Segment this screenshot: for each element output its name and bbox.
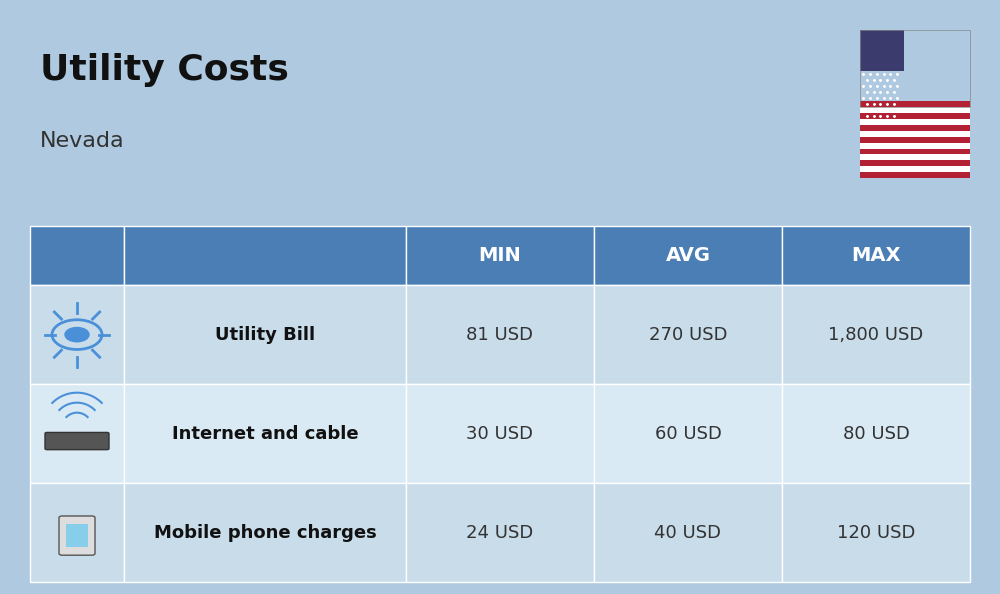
Text: MIN: MIN	[479, 246, 521, 265]
FancyBboxPatch shape	[860, 148, 970, 154]
FancyBboxPatch shape	[30, 384, 124, 483]
Text: Nevada: Nevada	[40, 131, 125, 151]
FancyBboxPatch shape	[860, 119, 970, 125]
FancyBboxPatch shape	[860, 113, 970, 119]
FancyBboxPatch shape	[860, 107, 970, 113]
Text: 270 USD: 270 USD	[649, 326, 727, 343]
FancyBboxPatch shape	[406, 384, 594, 483]
Text: Mobile phone charges: Mobile phone charges	[154, 524, 376, 542]
FancyBboxPatch shape	[30, 226, 124, 285]
FancyBboxPatch shape	[782, 384, 970, 483]
FancyBboxPatch shape	[594, 285, 782, 384]
FancyBboxPatch shape	[30, 483, 124, 582]
FancyBboxPatch shape	[860, 143, 970, 148]
FancyBboxPatch shape	[782, 285, 970, 384]
FancyBboxPatch shape	[860, 125, 970, 131]
Text: 40 USD: 40 USD	[654, 524, 722, 542]
FancyBboxPatch shape	[860, 166, 970, 172]
FancyBboxPatch shape	[860, 101, 970, 107]
FancyBboxPatch shape	[30, 285, 124, 384]
FancyBboxPatch shape	[860, 154, 970, 160]
FancyBboxPatch shape	[66, 524, 88, 548]
Text: 80 USD: 80 USD	[843, 425, 909, 443]
Text: MAX: MAX	[851, 246, 901, 265]
FancyBboxPatch shape	[860, 30, 904, 71]
FancyBboxPatch shape	[860, 131, 970, 137]
Text: 24 USD: 24 USD	[466, 524, 534, 542]
FancyBboxPatch shape	[594, 483, 782, 582]
FancyBboxPatch shape	[59, 516, 95, 555]
FancyBboxPatch shape	[124, 285, 406, 384]
FancyBboxPatch shape	[124, 226, 406, 285]
FancyBboxPatch shape	[782, 226, 970, 285]
FancyBboxPatch shape	[124, 483, 406, 582]
Text: Utility Costs: Utility Costs	[40, 53, 289, 87]
Circle shape	[65, 327, 89, 342]
FancyBboxPatch shape	[124, 384, 406, 483]
Text: 60 USD: 60 USD	[655, 425, 721, 443]
FancyBboxPatch shape	[594, 226, 782, 285]
FancyBboxPatch shape	[406, 483, 594, 582]
FancyBboxPatch shape	[860, 137, 970, 143]
Text: 120 USD: 120 USD	[837, 524, 915, 542]
Text: 1,800 USD: 1,800 USD	[828, 326, 924, 343]
Text: Internet and cable: Internet and cable	[172, 425, 358, 443]
FancyBboxPatch shape	[45, 432, 109, 450]
FancyBboxPatch shape	[594, 384, 782, 483]
FancyBboxPatch shape	[860, 160, 970, 166]
FancyBboxPatch shape	[406, 226, 594, 285]
Text: 81 USD: 81 USD	[466, 326, 534, 343]
Text: AVG: AVG	[666, 246, 710, 265]
Text: 30 USD: 30 USD	[466, 425, 534, 443]
FancyBboxPatch shape	[860, 172, 970, 178]
Text: Utility Bill: Utility Bill	[215, 326, 315, 343]
FancyBboxPatch shape	[782, 483, 970, 582]
FancyBboxPatch shape	[406, 285, 594, 384]
